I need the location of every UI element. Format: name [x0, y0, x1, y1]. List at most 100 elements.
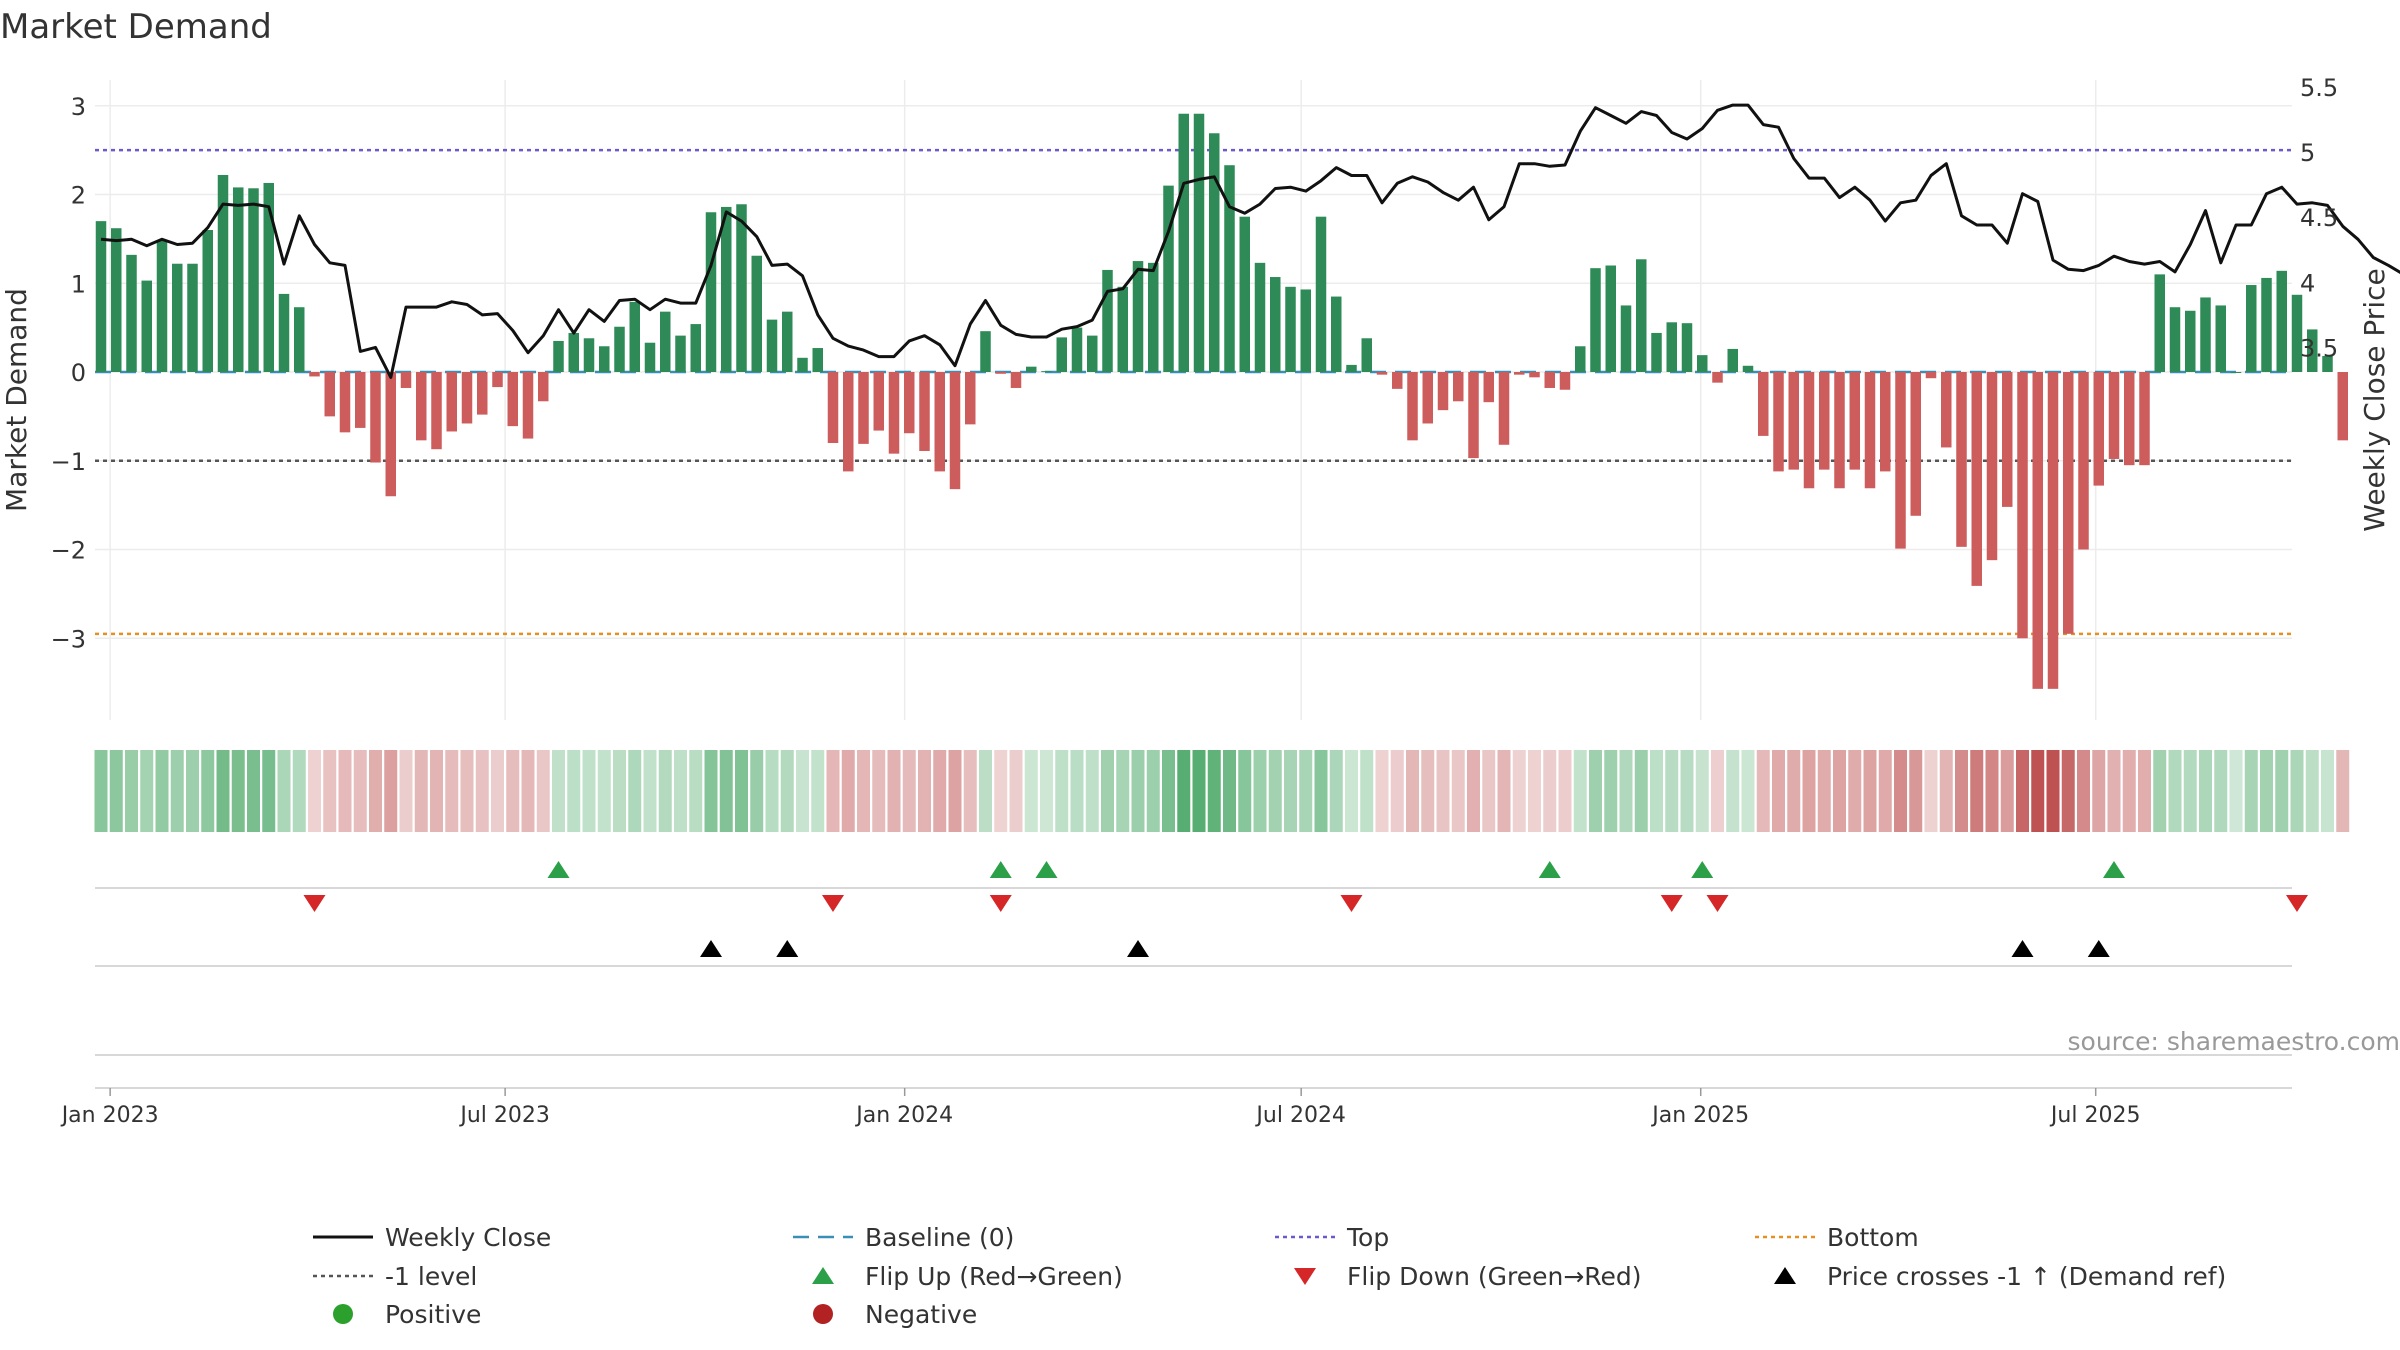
- heatmap-cell: [247, 750, 260, 832]
- demand-bar: [1300, 289, 1311, 372]
- heatmap-cell: [1802, 750, 1816, 832]
- demand-bar: [843, 372, 854, 472]
- x-tick-label: Jul 2023: [458, 1103, 550, 1128]
- right-axis-ticks: 5.5 5 4.5 4 3.5: [2300, 74, 2338, 363]
- heatmap-cell: [628, 750, 642, 832]
- heatmap-cell: [475, 750, 489, 832]
- heatmap-cell: [1558, 750, 1572, 832]
- heatmap-cell: [1573, 750, 1587, 832]
- heatmap-cell: [872, 750, 886, 832]
- heatmap-cell: [231, 750, 245, 832]
- demand-bar: [2063, 372, 2074, 634]
- demand-bar: [583, 338, 595, 372]
- heatmap-cell: [1711, 750, 1724, 832]
- legend-swatch: [1294, 1268, 1316, 1285]
- heatmap-cell: [2107, 750, 2121, 832]
- heatmap-cell: [2046, 750, 2060, 832]
- demand-bar: [888, 372, 900, 454]
- heatmap-cell: [1116, 750, 1130, 832]
- heatmap-cell: [796, 750, 809, 832]
- price-cross-marker: [2011, 940, 2034, 957]
- demand-bar: [1209, 133, 1220, 372]
- heatmap-cell: [902, 750, 916, 832]
- demand-bar: [568, 332, 579, 372]
- heatmap-cell: [1024, 750, 1038, 832]
- heatmap-cell: [1528, 750, 1541, 832]
- demand-bar: [2002, 372, 2013, 507]
- legend-item: Baseline (0): [793, 1223, 1014, 1252]
- heatmap-cell: [918, 750, 931, 832]
- heatmap-cell: [1619, 750, 1633, 832]
- heatmap-cell: [1314, 750, 1328, 832]
- heatmap-cell: [1085, 750, 1099, 832]
- heatmap-cell: [2199, 750, 2212, 832]
- legend-item: Bottom: [1755, 1223, 1919, 1252]
- heatmap-cell: [1436, 750, 1450, 832]
- heatmap-cell: [2000, 750, 2014, 832]
- demand-bar: [1727, 348, 1738, 372]
- demand-bar: [1559, 372, 1571, 390]
- heatmap-cell: [2077, 750, 2090, 832]
- demand-bar: [1102, 269, 1113, 372]
- demand-bar: [1910, 372, 1921, 516]
- heatmap-cell: [1787, 750, 1801, 832]
- legend-label: Flip Up (Red→Green): [865, 1262, 1123, 1291]
- demand-bar: [202, 230, 213, 372]
- demand-bar: [2093, 372, 2104, 486]
- demand-bar: [1895, 372, 1906, 549]
- demand-bar: [217, 174, 229, 372]
- demand-bar: [1758, 372, 1769, 436]
- demand-bar: [629, 301, 640, 372]
- heatmap-cell: [1985, 750, 1999, 832]
- heatmap-cell: [1268, 750, 1282, 832]
- demand-bar: [1971, 372, 1982, 586]
- left-axis-label: Market Demand: [0, 288, 33, 512]
- demand-bar: [690, 324, 701, 372]
- demand-bar: [965, 372, 976, 425]
- demand-bar: [980, 331, 991, 372]
- x-tick-label: Jan 2024: [854, 1103, 953, 1128]
- heatmap-cell: [1665, 750, 1679, 832]
- heatmap-cell: [2321, 750, 2334, 832]
- demand-bar: [1986, 372, 1998, 561]
- heatmap-cell: [1726, 750, 1740, 832]
- flip-down-marker: [822, 895, 844, 912]
- heatmap-cell: [201, 750, 215, 832]
- demand-bar: [2230, 372, 2242, 373]
- demand-bar: [2108, 372, 2120, 459]
- heatmap-cell: [2061, 750, 2075, 832]
- demand-bar: [2124, 372, 2135, 466]
- demand-bar: [187, 263, 198, 372]
- demand-bar: [324, 372, 335, 417]
- legend-item: Flip Down (Green→Red): [1294, 1262, 1642, 1291]
- heatmap-cell: [1833, 750, 1846, 832]
- price-cross-marker: [2087, 940, 2110, 957]
- heatmap-cell: [1299, 750, 1313, 832]
- demand-bar: [1575, 346, 1586, 372]
- legend-item: Top: [1275, 1223, 1389, 1252]
- legend-item: Positive: [333, 1300, 481, 1329]
- demand-bar: [1010, 372, 1022, 388]
- flip-up-marker: [547, 861, 570, 878]
- heatmap-cell: [1680, 750, 1694, 832]
- demand-bar: [1803, 372, 1815, 489]
- heatmap-cell: [2244, 750, 2258, 832]
- demand-bar: [2017, 372, 2028, 639]
- heatmap-cell: [552, 750, 565, 832]
- price-cross-marker: [700, 940, 722, 957]
- demand-bar: [1270, 277, 1281, 372]
- demand-bar: [812, 348, 823, 372]
- heatmap-cell: [933, 750, 947, 832]
- legend-item: Price crosses -1 ↑ (Demand ref): [1774, 1262, 2226, 1291]
- demand-bar: [705, 212, 717, 372]
- right-tick-label: 4: [2300, 269, 2315, 297]
- legend-label: Negative: [865, 1300, 977, 1329]
- demand-bar: [1864, 372, 1876, 489]
- flip-up-marker: [1691, 861, 1714, 878]
- left-tick-label: 1: [71, 270, 86, 298]
- demand-bar: [339, 372, 351, 433]
- demand-bar: [1087, 335, 1098, 372]
- left-tick-label: −1: [51, 448, 86, 476]
- heatmap-cell: [109, 750, 123, 832]
